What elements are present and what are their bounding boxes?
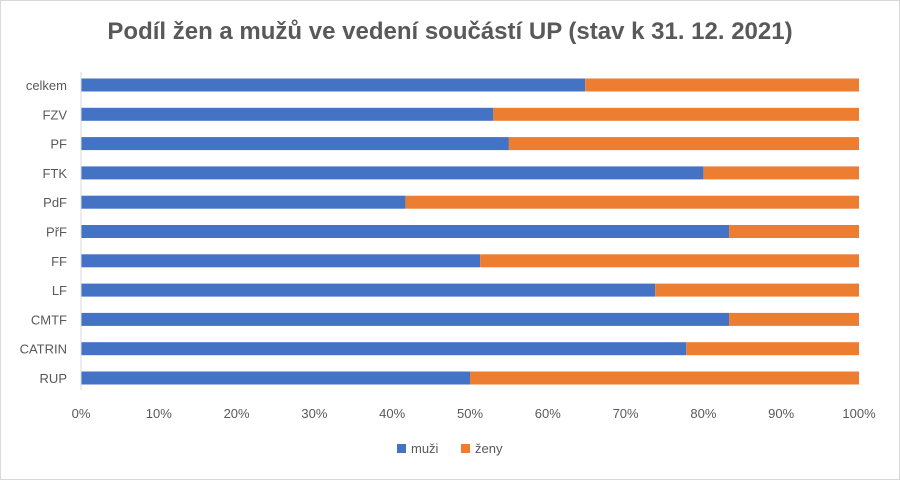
bar-zeny-10 <box>470 371 859 385</box>
category-label: RUP <box>40 371 67 386</box>
bar-muzi-4 <box>81 195 406 209</box>
bar-muzi-6 <box>81 254 481 268</box>
legend-swatch-muzi <box>397 444 406 453</box>
x-tick-label: 30% <box>301 406 327 421</box>
x-tick-label: 50% <box>457 406 483 421</box>
category-label: LF <box>52 283 67 298</box>
category-label: PdF <box>43 195 67 210</box>
x-tick-label: 100% <box>842 406 876 421</box>
legend-label-zeny: ženy <box>475 441 503 456</box>
bar-zeny-1 <box>493 107 859 121</box>
bar-zeny-8 <box>729 312 859 326</box>
legend-swatch-zeny <box>461 444 470 453</box>
x-tick-label: 80% <box>690 406 716 421</box>
category-label: CMTF <box>31 312 67 327</box>
bar-zeny-6 <box>480 254 859 268</box>
x-tick-label: 0% <box>72 406 91 421</box>
category-label: PřF <box>46 225 67 240</box>
bar-zeny-9 <box>686 342 859 356</box>
bar-zeny-5 <box>729 225 859 238</box>
category-label: FF <box>51 254 67 269</box>
category-label: CATRIN <box>20 342 67 357</box>
bar-zeny-7 <box>655 283 859 297</box>
bar-muzi-3 <box>81 166 704 180</box>
bar-muzi-7 <box>81 283 656 297</box>
bar-muzi-2 <box>81 137 509 151</box>
bar-zeny-4 <box>405 195 859 209</box>
x-tick-label: 40% <box>379 406 405 421</box>
bar-zeny-2 <box>508 137 859 151</box>
x-tick-label: 20% <box>224 406 250 421</box>
category-label: FZV <box>42 107 67 122</box>
category-label: PF <box>50 137 67 152</box>
bar-muzi-1 <box>81 107 494 121</box>
bar-muzi-8 <box>81 312 730 326</box>
bar-muzi-5 <box>81 225 730 238</box>
bar-muzi-9 <box>81 342 687 356</box>
chart-title: Podíl žen a mužů ve vedení součástí UP (… <box>107 18 793 45</box>
category-label: celkem <box>26 78 67 93</box>
bar-muzi-10 <box>81 371 470 385</box>
x-tick-label: 90% <box>768 406 794 421</box>
bar-muzi-0 <box>81 78 586 92</box>
x-tick-label: 60% <box>535 406 561 421</box>
x-tick-label: 70% <box>613 406 639 421</box>
category-label: FTK <box>42 166 67 181</box>
legend-label-muzi: muži <box>411 441 439 456</box>
bar-zeny-3 <box>703 166 859 180</box>
x-tick-label: 10% <box>146 406 172 421</box>
bar-zeny-0 <box>585 78 859 92</box>
